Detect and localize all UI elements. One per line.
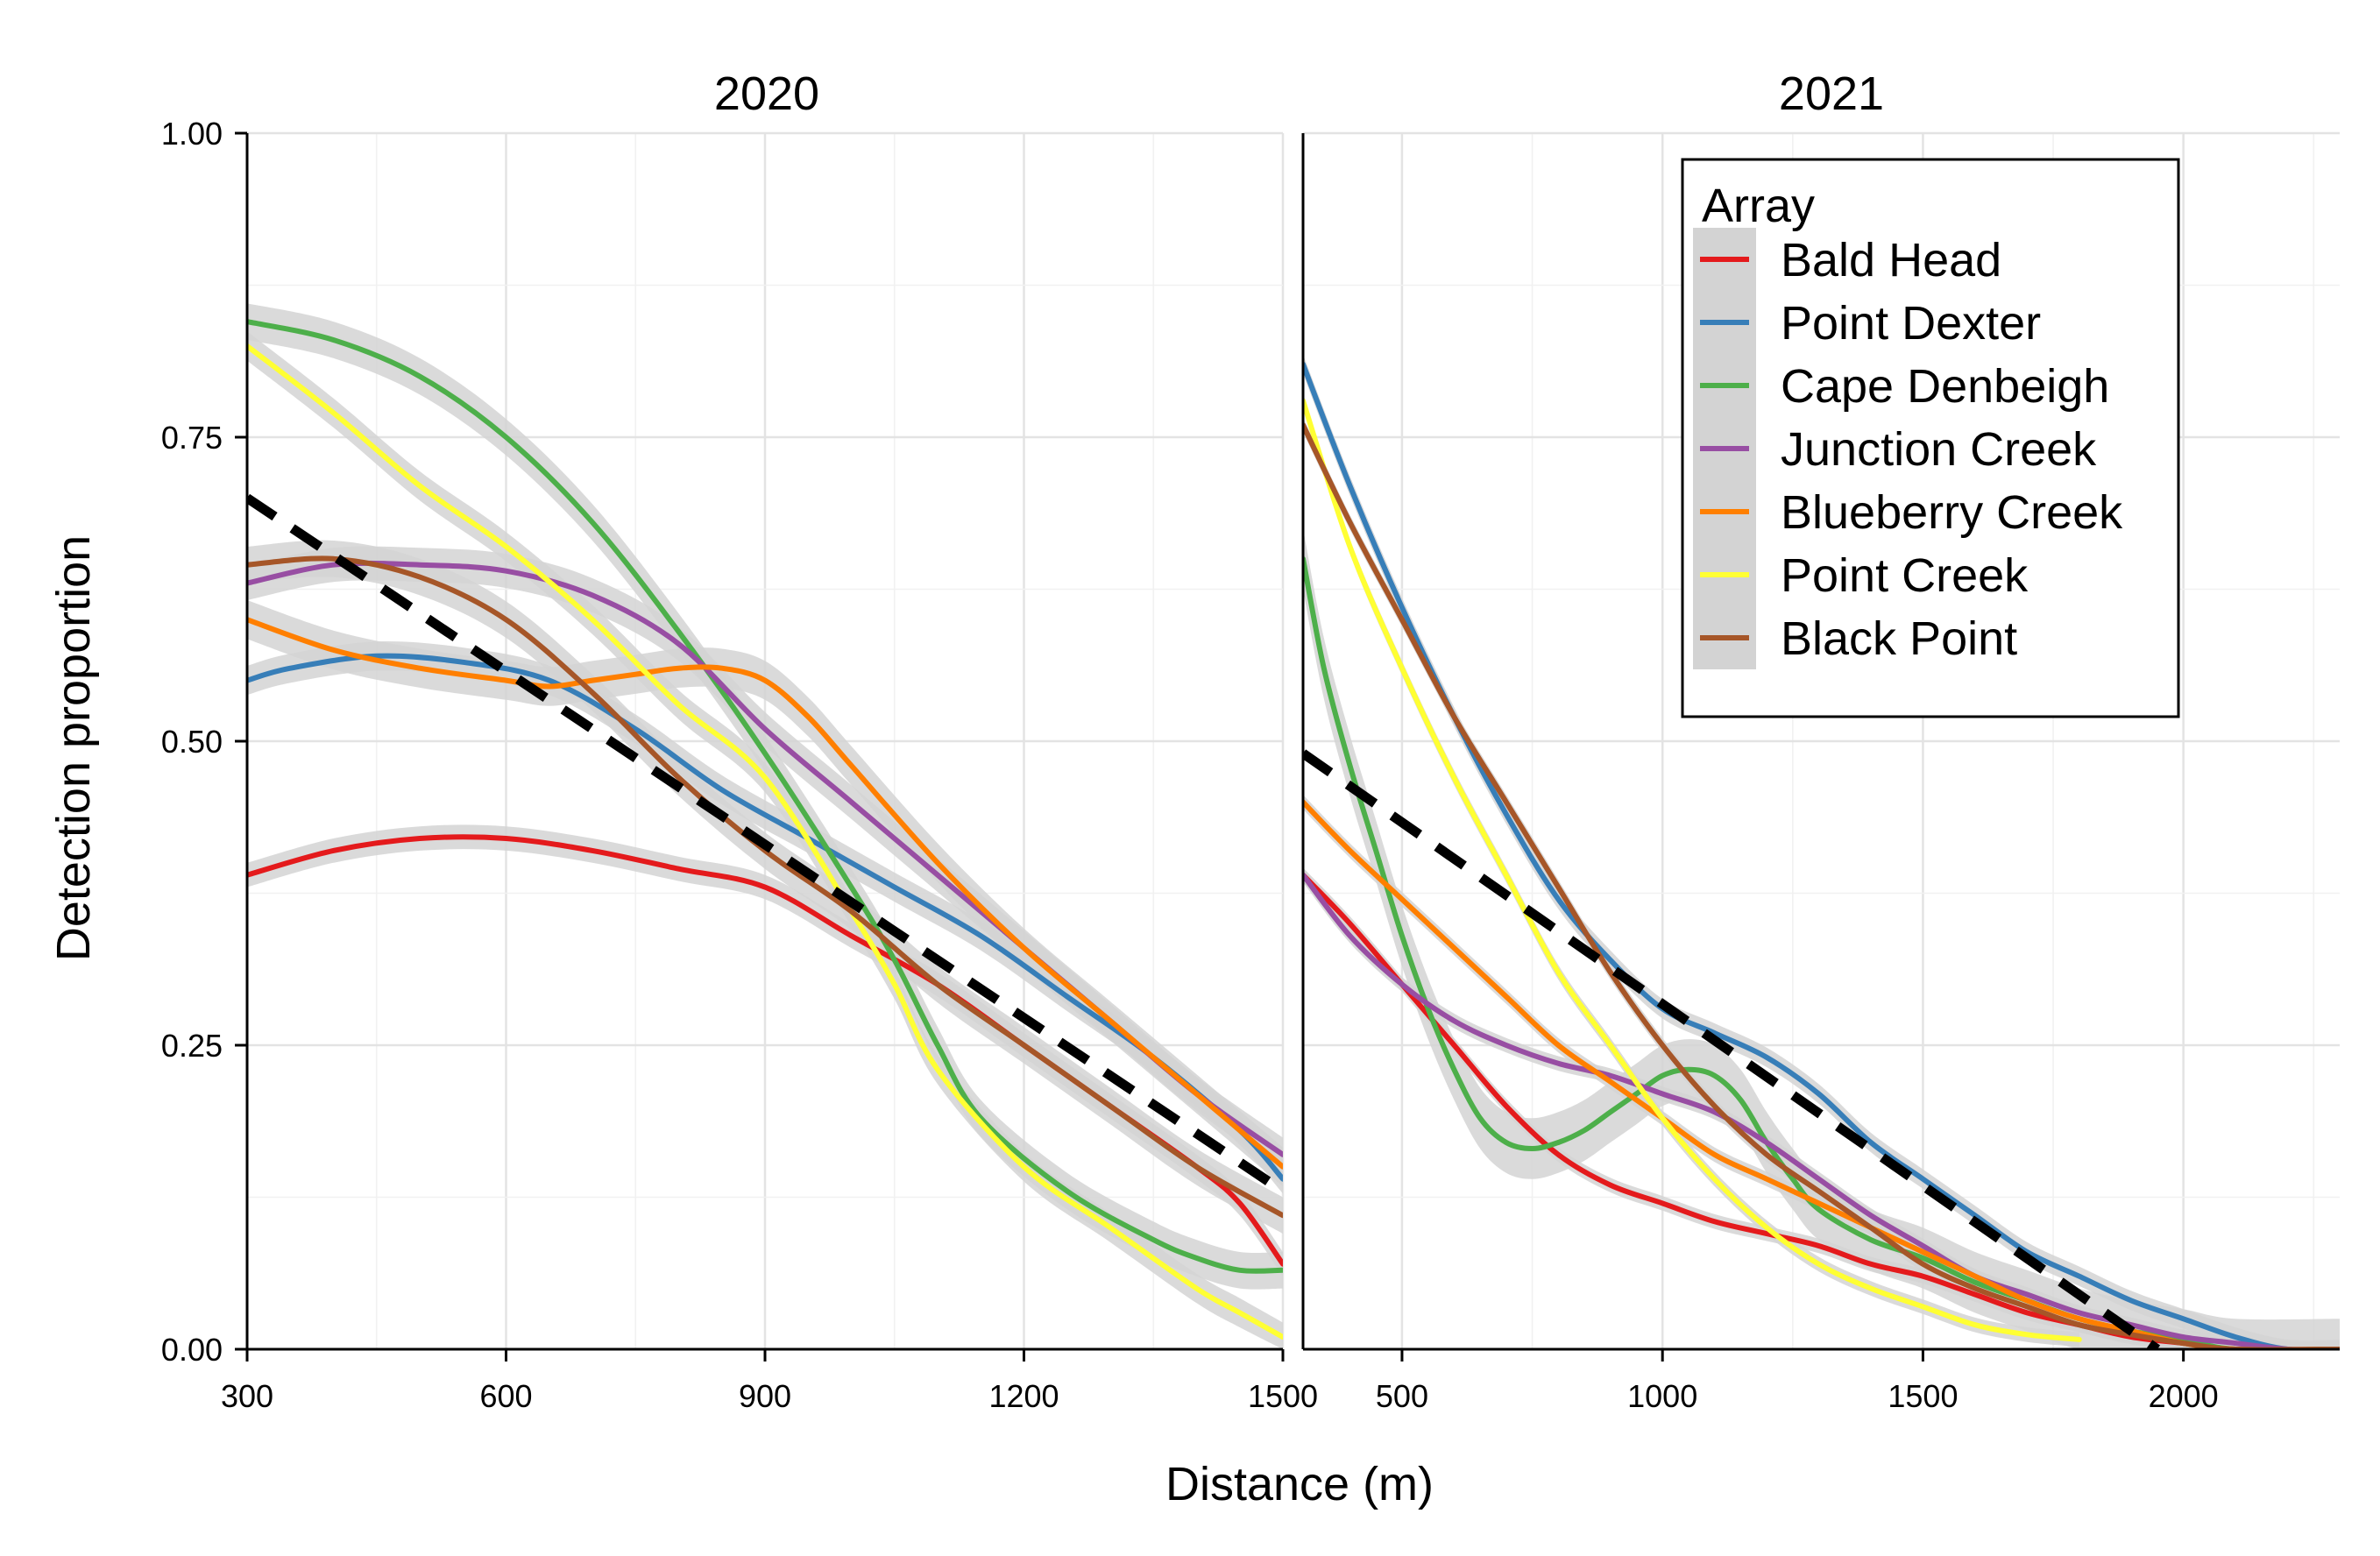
facet-title-2021: 2021 <box>1779 67 1884 120</box>
x-tick-label: 1200 <box>988 1378 1059 1414</box>
series-line-junction-creek <box>1303 872 2340 1349</box>
legend-box <box>1681 158 2180 718</box>
series-line-point-creek <box>1303 398 2082 1342</box>
x-tick-label: 1000 <box>1627 1378 1697 1414</box>
legend-label-junction-creek: Junction Creek <box>1781 423 2097 476</box>
x-tick-label: 300 <box>221 1378 273 1414</box>
legend-label-bald-head: Bald Head <box>1781 234 2001 286</box>
legend-label-blueberry-creek: Blueberry Creek <box>1781 486 2123 539</box>
x-tick-label: 1500 <box>1888 1378 1958 1414</box>
y-tick-label: 1.00 <box>161 116 223 152</box>
legend-title: Array <box>1702 180 1815 232</box>
x-tick-label: 1500 <box>1248 1378 1318 1414</box>
facet-title-2020: 2020 <box>714 67 819 120</box>
series-line-blueberry-creek <box>247 617 1283 1170</box>
y-tick-label: 0.25 <box>161 1028 223 1064</box>
plot-area-2020 <box>247 303 1283 1349</box>
overall-fit-line <box>1303 749 2161 1349</box>
y-tick-label: 0.00 <box>161 1332 223 1368</box>
series-line-black-point <box>1303 422 2340 1349</box>
legend: Array Bald Head Point Dexter Cape Denbeigh… <box>1681 158 2180 718</box>
overall-fit-line <box>247 493 1283 1196</box>
x-tick-label: 900 <box>739 1378 791 1414</box>
x-axis-title: Distance (m) <box>1165 1458 1434 1510</box>
legend-label-cape-denbeigh: Cape Denbeigh <box>1781 360 2109 413</box>
x-tick-label: 500 <box>1376 1378 1428 1414</box>
ribbon-cape-denbeigh <box>1303 528 2340 1349</box>
x-tick-label: 2000 <box>2149 1378 2219 1414</box>
series-line-point-creek <box>247 343 1283 1340</box>
y-axis-title: Detection proportion <box>47 535 100 961</box>
ribbon-black-point <box>247 540 1283 1234</box>
legend-label-point-dexter: Point Dexter <box>1781 297 2041 350</box>
series-line-black-point <box>247 555 1283 1219</box>
legend-label-point-creek: Point Creek <box>1781 549 2029 602</box>
panel-2021: 500 1000 1500 2000 <box>1301 131 2340 1414</box>
x-tick-label: 600 <box>479 1378 532 1414</box>
panel-2020: 300 600 900 1200 1500 0.00 0.25 0.50 0.75 1.00 <box>161 116 1318 1414</box>
y-tick-label: 0.75 <box>161 420 223 456</box>
series-line-cape-denbeigh <box>247 319 1283 1274</box>
ribbon-point-creek <box>247 331 1283 1349</box>
y-tick-label: 0.50 <box>161 724 223 760</box>
plot-area-2021 <box>1303 354 2340 1349</box>
legend-label-black-point: Black Point <box>1781 612 2017 665</box>
legend-items: Bald Head Point Dexter Cape Denbeigh Juncti… <box>1693 228 2123 669</box>
